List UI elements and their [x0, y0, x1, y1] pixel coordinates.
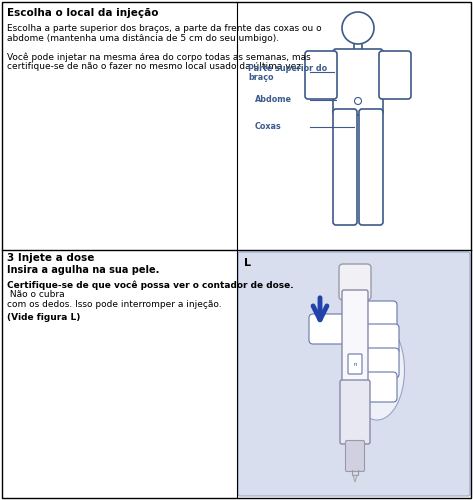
Text: com os dedos. Isso pode interromper a injeção.: com os dedos. Isso pode interromper a in…: [7, 300, 222, 309]
Text: Escolha o local da injeção: Escolha o local da injeção: [7, 8, 158, 18]
FancyBboxPatch shape: [305, 51, 337, 99]
Ellipse shape: [350, 320, 404, 420]
Text: Parte superior do: Parte superior do: [248, 64, 327, 73]
Text: Você pode injetar na mesma área do corpo todas as semanas, mas: Você pode injetar na mesma área do corpo…: [7, 52, 311, 62]
Bar: [336, 88, 380, 114]
Text: Insira a agulha na sua pele.: Insira a agulha na sua pele.: [7, 265, 159, 275]
Text: Coxas: Coxas: [255, 122, 282, 131]
FancyBboxPatch shape: [339, 264, 371, 300]
FancyBboxPatch shape: [348, 354, 362, 374]
Text: Abdome: Abdome: [255, 95, 292, 104]
Text: Não o cubra: Não o cubra: [7, 290, 65, 299]
Text: (Vide figura L): (Vide figura L): [7, 313, 80, 322]
Text: Certifique-se de que você possa ver o contador de dose.: Certifique-se de que você possa ver o co…: [7, 280, 294, 289]
FancyBboxPatch shape: [349, 301, 397, 331]
FancyBboxPatch shape: [349, 348, 399, 378]
Bar: [309, 56, 333, 84]
FancyBboxPatch shape: [340, 380, 370, 444]
FancyBboxPatch shape: [333, 109, 357, 225]
Bar: [337, 114, 353, 144]
FancyBboxPatch shape: [342, 290, 368, 384]
FancyBboxPatch shape: [345, 440, 365, 472]
FancyBboxPatch shape: [309, 314, 349, 344]
Bar: [363, 114, 379, 144]
Circle shape: [342, 12, 374, 44]
Text: 3 Injete a dose: 3 Injete a dose: [7, 253, 95, 263]
FancyBboxPatch shape: [349, 324, 399, 354]
FancyBboxPatch shape: [379, 51, 411, 99]
FancyBboxPatch shape: [333, 49, 383, 115]
FancyBboxPatch shape: [349, 372, 397, 402]
Text: n: n: [353, 362, 357, 366]
FancyBboxPatch shape: [238, 252, 470, 496]
FancyBboxPatch shape: [359, 109, 383, 225]
Text: certifique-se de não o fazer no mesmo local usado da última vez.: certifique-se de não o fazer no mesmo lo…: [7, 62, 304, 71]
Text: abdome (mantenha uma distância de 5 cm do seu umbigo).: abdome (mantenha uma distância de 5 cm d…: [7, 34, 279, 43]
Text: braço: braço: [248, 73, 273, 82]
Circle shape: [354, 98, 361, 104]
Text: L: L: [244, 258, 251, 268]
Bar: [383, 56, 407, 84]
Text: Escolha a parte superior dos braços, a parte da frente das coxas ou o: Escolha a parte superior dos braços, a p…: [7, 24, 322, 33]
